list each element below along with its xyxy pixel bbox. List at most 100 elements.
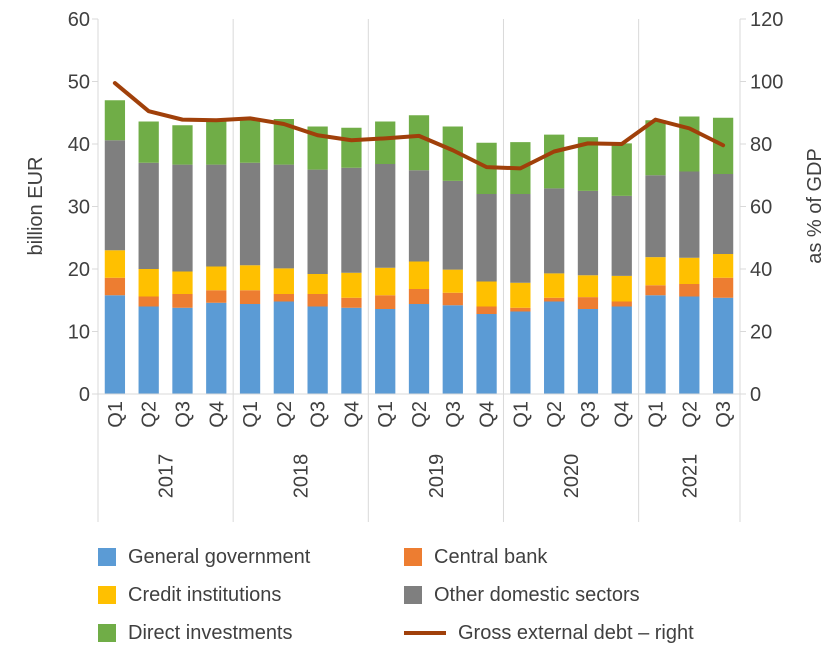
- y-tick-label: 0: [79, 384, 90, 406]
- bar-segment-central-bank-9: [408, 289, 430, 304]
- legend-label-central-bank: Central bank: [434, 545, 548, 568]
- y-tick-label: 40: [68, 134, 90, 156]
- bar-segment-direct-investments-0: [104, 100, 126, 141]
- bar-segment-central-bank-0: [104, 277, 126, 296]
- bar-segment-general-government-9: [408, 304, 430, 394]
- bar-segment-credit-institutions-0: [104, 250, 126, 278]
- bar-segment-other-domestic-sectors-6: [307, 169, 328, 274]
- bar-segment-central-bank-10: [442, 292, 463, 306]
- legend-item-credit-institutions: Credit institutions: [98, 580, 404, 610]
- bar-segment-other-domestic-sectors-12: [510, 194, 531, 283]
- bar-segment-general-government-13: [544, 301, 565, 394]
- x-tick-label: Q2: [544, 401, 566, 428]
- bar-segment-general-government-11: [476, 314, 497, 394]
- year-label: 2019: [426, 454, 448, 499]
- legend-swatch-other-domestic-sectors: [404, 586, 422, 604]
- bar-segment-other-domestic-sectors-10: [442, 180, 463, 270]
- bar-segment-other-domestic-sectors-13: [544, 188, 565, 274]
- bar-segment-direct-investments-3: [206, 121, 227, 165]
- x-tick-label: Q4: [206, 401, 228, 428]
- legend-label-gross-external-debt: Gross external debt – right: [458, 621, 694, 644]
- y-tick-label: 60: [68, 9, 90, 31]
- bar-segment-direct-investments-5: [273, 119, 294, 165]
- bar-segment-other-domestic-sectors-16: [645, 175, 666, 258]
- y2-tick-label: 0: [750, 384, 761, 406]
- bar-segment-central-bank-17: [679, 284, 700, 297]
- bar-segment-general-government-3: [206, 302, 227, 394]
- bar-segment-direct-investments-9: [408, 115, 430, 171]
- legend-item-central-bank: Central bank: [404, 542, 778, 572]
- chart: 0 10 20 30 40 50 60 0 20 40 60 80 100 120 Q1 Q2 Q3 Q4 Q1 Q2…: [25, 9, 826, 522]
- x-tick-label: Q3: [578, 401, 600, 428]
- y2-tick-label: 100: [750, 72, 783, 94]
- bar-segment-general-government-12: [510, 311, 531, 394]
- bar-segment-central-bank-2: [172, 294, 193, 308]
- bar-segment-credit-institutions-14: [577, 275, 599, 298]
- y2-tick-label: 40: [750, 259, 772, 281]
- legend-label-credit-institutions: Credit institutions: [128, 583, 282, 606]
- plot-area: 0 10 20 30 40 50 60 0 20 40 60 80 100 120 Q1 Q2 Q3 Q4 Q1 Q2…: [68, 9, 783, 522]
- bar-segment-direct-investments-13: [544, 134, 565, 189]
- bar-segment-central-bank-16: [645, 285, 666, 296]
- x-tick-label: Q1: [105, 401, 127, 428]
- bar-segment-general-government-0: [104, 295, 126, 394]
- bar-segment-credit-institutions-13: [544, 273, 565, 298]
- bar-segment-general-government-17: [679, 296, 700, 394]
- bar-segment-direct-investments-2: [172, 125, 193, 165]
- x-tick-label: Q3: [308, 401, 330, 428]
- bar-segment-credit-institutions-4: [239, 265, 261, 291]
- bar-segment-credit-institutions-3: [206, 266, 227, 291]
- bar-segment-other-domestic-sectors-4: [239, 162, 261, 266]
- legend-swatch-credit-institutions: [98, 586, 116, 604]
- y2-tick-label: 120: [750, 9, 783, 31]
- x-tick-label: Q4: [341, 401, 363, 428]
- bar-segment-central-bank-3: [206, 290, 227, 303]
- legend-swatch-gross-external-debt: [404, 631, 446, 635]
- bar-segment-direct-investments-10: [442, 126, 463, 181]
- x-tick-label: Q3: [172, 401, 194, 428]
- bar-segment-general-government-1: [138, 306, 159, 394]
- y-tick-label: 20: [68, 259, 90, 281]
- bar-segment-other-domestic-sectors-2: [172, 164, 193, 272]
- y2-tick-label: 80: [750, 134, 772, 156]
- bar-segment-general-government-18: [712, 297, 734, 394]
- legend-label-general-government: General government: [128, 545, 311, 568]
- x-tick-label: Q4: [477, 401, 499, 428]
- legend-swatch-direct-investments: [98, 624, 116, 642]
- x-tick-label: Q1: [240, 401, 262, 428]
- bar-segment-general-government-4: [239, 304, 261, 394]
- bar-segment-other-domestic-sectors-15: [611, 195, 632, 276]
- y2-axis-title: as % of GDP: [804, 148, 826, 264]
- bar-segment-credit-institutions-18: [712, 254, 734, 278]
- bar-segment-central-bank-12: [510, 307, 531, 312]
- bar-segment-other-domestic-sectors-8: [375, 164, 396, 268]
- bar-segment-credit-institutions-9: [408, 261, 430, 289]
- bar-segment-other-domestic-sectors-1: [138, 162, 159, 269]
- legend-item-gross-external-debt: Gross external debt – right: [404, 618, 778, 648]
- bar-segment-credit-institutions-1: [138, 269, 159, 297]
- bar-segment-general-government-2: [172, 307, 193, 394]
- bar-segment-general-government-10: [442, 305, 463, 394]
- legend-swatch-general-government: [98, 548, 116, 566]
- legend-item-general-government: General government: [98, 542, 404, 572]
- x-tick-label: Q2: [139, 401, 161, 428]
- bar-segment-central-bank-15: [611, 301, 632, 307]
- legend-swatch-central-bank: [404, 548, 422, 566]
- bar-segment-general-government-5: [273, 301, 294, 394]
- bar-segment-other-domestic-sectors-17: [679, 171, 700, 258]
- x-tick-label: Q2: [409, 401, 431, 428]
- bar-segment-direct-investments-4: [239, 119, 261, 163]
- bar-segment-credit-institutions-11: [476, 281, 497, 307]
- bar-segment-central-bank-18: [712, 277, 734, 298]
- y-tick-label: 30: [68, 197, 90, 219]
- bar-segment-central-bank-13: [544, 297, 565, 302]
- legend-item-other-domestic-sectors: Other domestic sectors: [404, 580, 778, 610]
- x-tick-label: Q2: [274, 401, 296, 428]
- y-tick-label: 10: [68, 322, 90, 344]
- bar-segment-other-domestic-sectors-9: [408, 170, 430, 262]
- bar-segment-general-government-8: [375, 309, 396, 394]
- bar-segment-credit-institutions-10: [442, 269, 463, 293]
- x-tick-label: Q4: [612, 401, 634, 428]
- bar-segment-credit-institutions-6: [307, 274, 328, 294]
- bar-segment-direct-investments-7: [341, 127, 362, 168]
